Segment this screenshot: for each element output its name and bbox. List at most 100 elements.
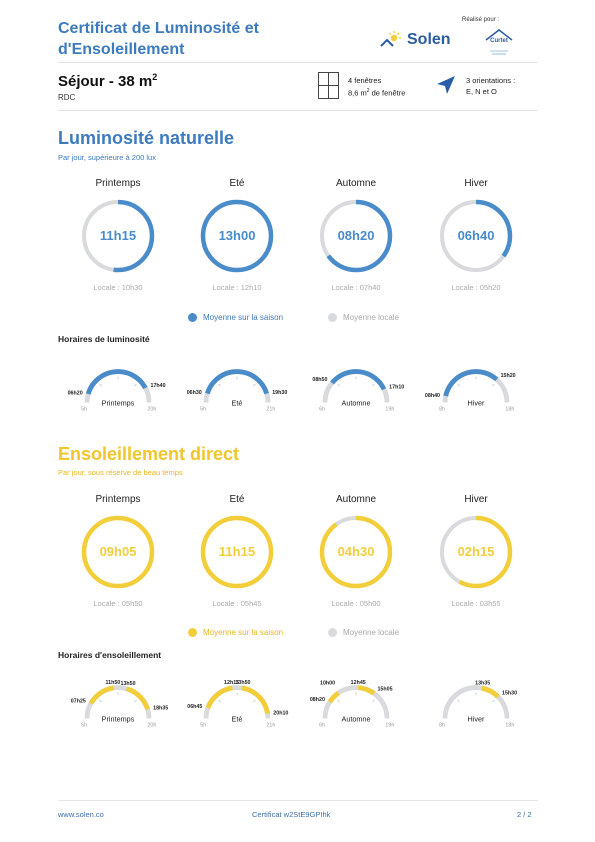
gauge-season-name: Hiver: [468, 398, 486, 407]
luminosite-legend-season: Moyenne sur la saison: [188, 313, 283, 322]
gauge-tick: [253, 699, 256, 703]
window-icon: [318, 72, 339, 99]
gauge-start-hour: 5h: [200, 406, 206, 412]
luminosite-title: Luminosité naturelle: [58, 128, 235, 148]
gauge-time-label: 13h35: [475, 680, 490, 686]
ring-progress-arc: [319, 515, 393, 589]
season-label: Automne: [335, 178, 377, 189]
gauge-start-hour: 8h: [439, 406, 445, 412]
gauge-tick: [372, 383, 375, 387]
gauge-time-label: 17h10: [389, 385, 404, 391]
ensoleillement-legend-season: Moyenne sur la saison: [188, 628, 283, 637]
schedule-gauge: 8h 18h Hiver 13h35 15h30: [439, 680, 517, 728]
gauge-end-hour: 20h: [147, 722, 156, 728]
orientation-arrow-icon: [437, 76, 455, 94]
gauge-tick: [457, 699, 460, 703]
season-progress-ring: [81, 199, 155, 273]
season-average-value: 04h30: [337, 544, 375, 559]
schedule-gauge: 6h 19h Automne 08h50 17h10: [312, 369, 404, 412]
season-label: Printemps: [95, 178, 141, 189]
gauge-span-arc: [241, 685, 270, 715]
season-label: Eté: [229, 178, 245, 189]
partner-logo: [485, 29, 513, 55]
gauge-time-label: 07h25: [71, 699, 86, 705]
gauge-end-hour: 18h: [505, 406, 514, 412]
gauge-tick: [492, 383, 495, 387]
gauge-tick: [134, 383, 137, 387]
gauge-time-label: 15h30: [502, 690, 517, 696]
orientations-info: 3 orientations : E, N et O: [466, 76, 516, 96]
gauge-time-label: 18h35: [153, 706, 168, 712]
season-progress-ring: [81, 515, 155, 589]
gauge-season-name: Automne: [341, 398, 370, 407]
realise-label: Réalisé pour :: [462, 17, 500, 23]
gauge-time-label: 13h50: [235, 680, 250, 686]
gauge-end-hour: 18h: [505, 722, 514, 728]
gauge-tick: [457, 383, 460, 387]
ring-progress-arc: [439, 515, 513, 589]
season-progress-ring: [200, 515, 274, 589]
gauge-time-label: 20h10: [273, 710, 288, 716]
gauge-span-arc: [88, 685, 115, 705]
gauge-time-label: 13h50: [121, 681, 136, 687]
room-name: Séjour - 38 m2: [58, 72, 158, 90]
locale-average: Locale : 12h10: [212, 283, 262, 292]
gauge-span-arc: [205, 685, 233, 710]
solen-logo: Solen: [380, 28, 451, 52]
gauge-end-hour: 21h: [266, 722, 275, 728]
gauge-track: [322, 685, 390, 719]
gauge-span-arc: [85, 369, 148, 395]
gauge-tick: [372, 699, 375, 703]
locale-average: Locale : 05h20: [451, 283, 501, 292]
gauge-tick: [218, 383, 221, 387]
locale-average: Locale : 05h00: [331, 599, 381, 608]
gauge-time-label: 19h30: [272, 390, 287, 396]
schedule-gauge: 5h 20h Printemps 07h25 11h50 13h50 18h35: [71, 680, 168, 728]
gauge-tick: [253, 383, 256, 387]
ensoleillement-title: Ensoleillement direct: [58, 444, 240, 464]
season-average-value: 02h15: [457, 544, 495, 559]
gauge-season-name: Printemps: [102, 398, 135, 407]
season-average-value: 11h15: [99, 228, 137, 243]
gauge-time-label: 08h40: [425, 393, 440, 399]
document-title: Certificat de Luminosité et d'Ensoleille…: [58, 20, 259, 58]
gauge-tick: [337, 383, 340, 387]
locale-average: Locale : 05h50: [93, 599, 143, 608]
divider: [58, 110, 538, 111]
gauge-time-label: 06h30: [187, 390, 202, 396]
gauge-tick: [492, 699, 495, 703]
season-label: Hiver: [464, 178, 488, 189]
locale-average: Locale : 07h40: [331, 283, 381, 292]
luminosite-schedule-title: Horaires de luminosité: [58, 334, 150, 344]
gauge-season-name: Automne: [341, 714, 370, 723]
gauge-time-label: 06h20: [68, 390, 83, 396]
gauge-tick: [218, 699, 221, 703]
footer-site-link[interactable]: www.solen.co: [58, 810, 104, 819]
gauge-span-arc: [205, 369, 269, 395]
season-progress-ring: [319, 515, 393, 589]
gauge-tick: [99, 383, 102, 387]
gauge-season-name: Eté: [232, 398, 243, 407]
gauge-start-hour: 6h: [319, 406, 325, 412]
legend-dot: [328, 628, 337, 637]
gauge-start-hour: 8h: [439, 722, 445, 728]
season-label: Hiver: [464, 494, 488, 505]
luminosite-subtitle: Par jour, supérieure à 200 lux: [58, 153, 156, 162]
divider: [58, 800, 538, 801]
gauge-end-hour: 20h: [147, 406, 156, 412]
gauge-time-label: 12h45: [351, 680, 366, 686]
gauge-span-arc: [327, 691, 340, 704]
gauge-time-label: 15h20: [501, 373, 516, 379]
gauge-time-label: 08h20: [310, 697, 325, 703]
gauge-span-arc: [125, 686, 150, 711]
season-average-value: 08h20: [337, 228, 375, 243]
luminosite-legend-local: Moyenne locale: [328, 313, 399, 322]
gauge-end-hour: 19h: [385, 722, 394, 728]
divider: [58, 62, 538, 63]
gauge-start-hour: 5h: [81, 406, 87, 412]
gauge-tick: [134, 699, 137, 703]
ring-progress-arc: [81, 199, 155, 273]
footer-certificate-id: Certificat w2StE9GPIhk: [252, 810, 331, 819]
ring-progress-arc: [200, 515, 274, 589]
